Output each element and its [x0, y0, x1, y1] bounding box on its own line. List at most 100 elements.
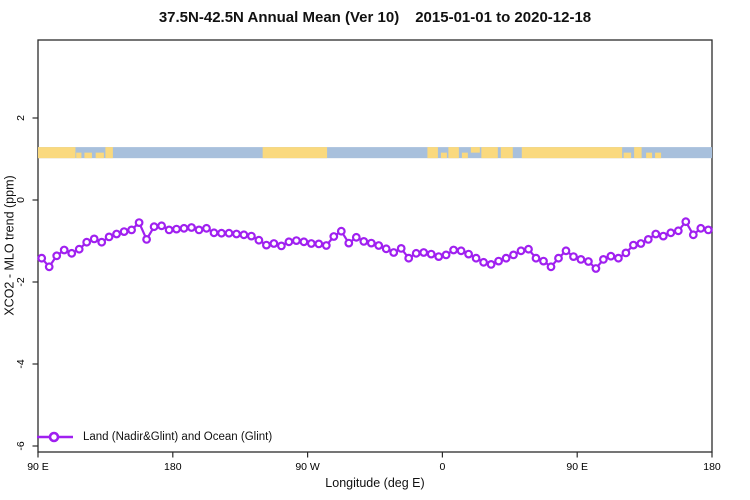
data-point: [187, 223, 196, 232]
data-point: [37, 253, 47, 263]
land-segment: [95, 152, 104, 159]
data-point: [344, 238, 354, 248]
data-point: [591, 264, 601, 273]
land-segment: [461, 152, 468, 159]
data-point: [202, 223, 211, 233]
y-axis-label: XCO2 - MLO trend (ppm): [2, 175, 17, 316]
x-axis-label: Longitude (deg E): [325, 476, 425, 490]
data-point: [688, 230, 698, 240]
data-point: [614, 253, 623, 263]
data-point: [67, 248, 77, 258]
data-point: [142, 234, 152, 244]
data-point: [82, 237, 92, 247]
data-point: [157, 221, 167, 231]
data-point: [554, 253, 563, 263]
land-segment: [521, 147, 623, 159]
data-point: [629, 240, 638, 250]
data-point: [449, 245, 459, 255]
data-point: [246, 231, 256, 241]
data-point: [389, 248, 399, 257]
data-point: [374, 241, 384, 250]
land-segment: [500, 147, 513, 159]
data-point: [606, 251, 616, 261]
chart-title-region: 37.5N-42.5N Annual Mean (Ver 10): [158, 9, 400, 26]
chart-title: 37.5N-42.5N Annual Mean (Ver 10) 2015-01…: [0, 9, 750, 26]
land-segment: [105, 147, 113, 159]
data-point: [561, 246, 571, 256]
data-point: [306, 239, 316, 248]
data-point: [59, 245, 69, 255]
data-point: [524, 244, 533, 254]
data-point: [314, 239, 324, 249]
legend: Land (Nadir&Glint) and Ocean (Glint): [36, 429, 272, 445]
land-segment: [440, 152, 447, 159]
data-point: [681, 217, 691, 227]
y-tick-label: -2: [15, 277, 27, 286]
plot-border: [37, 39, 713, 453]
data-point: [501, 253, 511, 263]
y-tick-label: -4: [15, 359, 27, 368]
data-point: [404, 253, 414, 263]
data-point: [44, 262, 54, 272]
x-tick-label: 0: [439, 461, 445, 473]
data-point: [531, 253, 541, 263]
x-tick-label: 90 E: [27, 461, 49, 473]
data-point: [426, 249, 436, 259]
data-point: [179, 223, 189, 233]
data-point: [696, 223, 706, 233]
land-segment: [448, 147, 459, 159]
y-tick-label: 0: [15, 197, 27, 203]
data-point: [194, 225, 204, 235]
land-segment: [634, 147, 642, 159]
data-point: [599, 255, 608, 264]
data-point: [441, 250, 451, 260]
data-point: [277, 241, 286, 251]
data-point: [74, 244, 84, 254]
x-tick-label: 90 W: [295, 461, 320, 473]
data-point: [666, 228, 676, 238]
y-tick-label: 2: [15, 115, 27, 121]
data-point: [359, 236, 369, 246]
data-point: [486, 260, 496, 269]
data-point: [643, 234, 653, 244]
data-point: [149, 222, 159, 232]
data-point: [351, 232, 361, 242]
data-point: [366, 238, 376, 248]
data-point: [232, 229, 241, 239]
x-tick-label: 90 E: [566, 461, 588, 473]
ocean-band: [38, 147, 712, 159]
data-point: [224, 228, 234, 238]
data-point: [539, 256, 548, 266]
data-point: [112, 229, 121, 239]
land-segment: [38, 147, 76, 159]
data-point: [546, 262, 556, 272]
data-point: [576, 255, 586, 264]
data-point: [464, 249, 474, 259]
data-point: [52, 251, 62, 261]
data-point: [494, 256, 504, 266]
data-point: [411, 248, 421, 258]
land-segment: [655, 152, 662, 159]
data-point: [284, 237, 294, 247]
data-point: [292, 236, 301, 246]
data-point: [209, 228, 219, 238]
data-point: [509, 250, 518, 260]
data-point: [134, 218, 144, 228]
data-point: [164, 225, 174, 235]
data-point: [703, 225, 713, 235]
land-segment: [262, 147, 328, 159]
data-point: [217, 228, 226, 238]
data-point: [636, 239, 646, 248]
data-point: [569, 252, 578, 262]
data-point: [104, 232, 114, 242]
land-segment: [481, 147, 498, 159]
data-point: [381, 244, 391, 254]
data-point: [299, 237, 309, 247]
land-segment: [84, 152, 92, 159]
data-point: [434, 252, 444, 262]
data-point: [651, 229, 661, 239]
data-point: [89, 234, 99, 244]
chart-title-dates: 2015-01-01 to 2020-12-18: [415, 9, 592, 26]
